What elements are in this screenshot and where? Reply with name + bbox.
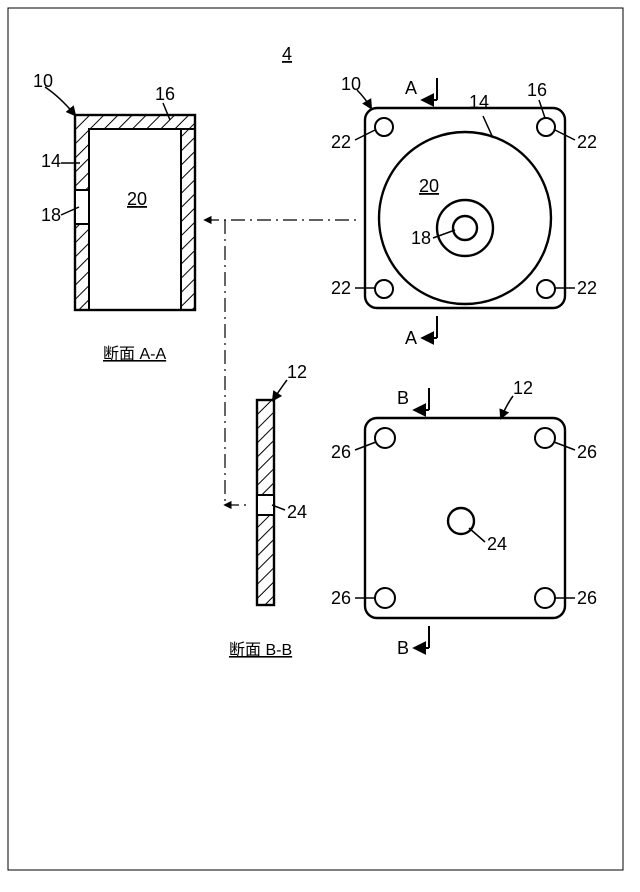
figure-number: 4 [282,44,292,64]
ref-26-tl: 26 [331,442,351,462]
ref-10-aa: 10 [33,71,53,91]
ref-12-top: 12 [513,378,533,398]
cut-marker-b-bottom: B [397,626,429,658]
ref-22-bl: 22 [331,278,351,298]
ref-10-top: 10 [341,74,361,94]
cut-marker-b-top: B [397,388,429,410]
ref-22-br: 22 [577,278,597,298]
cut-marker-a-top: A [405,78,437,100]
ref-20-aa: 20 [127,189,147,209]
marker-b-bot-label: B [397,638,409,658]
caption-bb: 断面 B-B [229,641,292,659]
ref-18-top: 18 [411,228,431,248]
ref-22-tr: 22 [577,132,597,152]
marker-a-top-label: A [405,78,417,98]
cut-marker-a-bottom: A [405,316,437,348]
ref-22-tl: 22 [331,132,351,152]
ref-16-aa: 16 [155,84,175,104]
ref-12-bb: 12 [287,362,307,382]
ref-14-aa: 14 [41,151,61,171]
ref-18-aa: 18 [41,205,61,225]
caption-aa: 断面 A-A [103,345,166,363]
ref-26-br: 26 [577,588,597,608]
ref-26-bl: 26 [331,588,351,608]
ref-20-top: 20 [419,176,439,196]
ref-14-top: 14 [469,92,489,112]
marker-a-bot-label: A [405,328,417,348]
topview-a: A A 10 14 16 20 18 22 22 22 22 [331,74,597,348]
section-bb-view: 断面 B-B 12 24 [229,362,307,659]
marker-b-top-label: B [397,388,409,408]
patent-figure: 4 20 断面 A-A 10 16 14 18 [0,0,640,892]
ref-16-top: 16 [527,80,547,100]
section-aa-view: 20 断面 A-A 10 16 14 18 [33,71,195,363]
topview-b: B B 12 24 26 26 26 26 [331,378,597,658]
ref-26-tr: 26 [577,442,597,462]
ref-24-bb: 24 [287,502,307,522]
ref-24-top: 24 [487,534,507,554]
